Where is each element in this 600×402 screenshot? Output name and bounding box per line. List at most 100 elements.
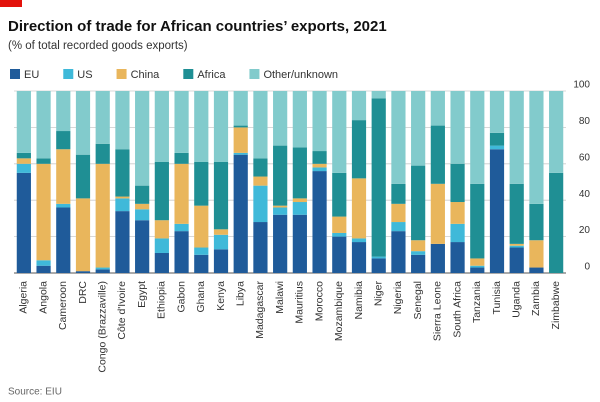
bar-segment bbox=[312, 163, 327, 168]
bar-segment bbox=[174, 152, 189, 164]
bar-segment bbox=[470, 91, 485, 184]
x-tick-label: Angola bbox=[37, 281, 49, 314]
bar-segment bbox=[430, 243, 445, 273]
bar-segment bbox=[95, 163, 110, 268]
x-tick-label: Tunisia bbox=[491, 281, 503, 315]
bar-segment bbox=[411, 165, 426, 241]
y-tick-label: 40 bbox=[579, 189, 591, 200]
bar-segment bbox=[371, 91, 386, 99]
bar-segment bbox=[95, 143, 110, 164]
bar-segment bbox=[135, 91, 150, 186]
x-tick-label: Cameroon bbox=[57, 281, 69, 330]
bar-segment bbox=[253, 91, 268, 159]
bar-segment bbox=[56, 91, 71, 132]
x-tick-label: Senegal bbox=[412, 281, 424, 320]
bar-segment bbox=[371, 256, 386, 259]
bar-segment bbox=[56, 149, 71, 204]
source: Source: EIU bbox=[8, 387, 62, 398]
bar-segment bbox=[115, 211, 130, 273]
bar-segment bbox=[75, 271, 91, 273]
bar-segment bbox=[253, 185, 268, 223]
bar-segment bbox=[115, 149, 130, 197]
bar-segment bbox=[450, 242, 465, 273]
bar-segment bbox=[135, 220, 150, 273]
bar-segment bbox=[509, 91, 524, 184]
bar-segment bbox=[430, 125, 445, 184]
x-tick-label: Ethiopia bbox=[156, 281, 168, 319]
bar-segment bbox=[391, 203, 406, 223]
bar-segment bbox=[391, 91, 406, 184]
legend-swatch bbox=[116, 69, 127, 79]
bar-segment bbox=[233, 125, 248, 128]
bar-segment bbox=[36, 158, 51, 164]
bar-segment bbox=[154, 220, 169, 239]
legend-label: EU bbox=[24, 69, 39, 81]
bar-segment bbox=[489, 132, 505, 146]
bar-segment bbox=[36, 260, 51, 266]
x-tick-label: Kenya bbox=[215, 281, 227, 311]
bar-segment bbox=[332, 232, 347, 237]
y-tick-label: 20 bbox=[579, 225, 591, 236]
y-tick-label: 0 bbox=[584, 262, 590, 273]
bar-segment bbox=[411, 251, 426, 255]
bar-segment bbox=[16, 91, 31, 153]
bar-segment bbox=[292, 202, 307, 215]
y-tick-label: 100 bbox=[573, 80, 590, 91]
bar-segment bbox=[154, 91, 169, 162]
bar-segment bbox=[332, 172, 347, 217]
x-tick-label: Egypt bbox=[136, 281, 148, 308]
bar-segment bbox=[450, 202, 465, 224]
bar-segment bbox=[411, 254, 426, 273]
bar-segment bbox=[470, 258, 485, 266]
bar-segment bbox=[154, 238, 169, 253]
bar-segment bbox=[194, 161, 209, 206]
legend-swatch bbox=[10, 69, 20, 79]
bar-segment bbox=[36, 265, 51, 273]
bar-segment bbox=[233, 154, 248, 273]
bar-segment bbox=[509, 183, 524, 244]
bar-segment bbox=[115, 198, 130, 212]
bar-segment bbox=[351, 178, 367, 239]
bar-segment bbox=[213, 249, 229, 273]
legend-label: Africa bbox=[197, 69, 226, 81]
bar-segment bbox=[450, 163, 465, 203]
x-tick-label: Congo (Brazzaville) bbox=[96, 281, 108, 373]
x-tick-label: Côte d'Ivoire bbox=[116, 281, 128, 340]
x-tick-label: Morocco bbox=[313, 281, 325, 321]
bar-segment bbox=[273, 207, 288, 215]
bar-segment bbox=[194, 205, 209, 248]
bar-segment bbox=[529, 203, 544, 241]
bar-segment bbox=[470, 265, 485, 268]
bar-segment bbox=[470, 267, 485, 273]
bar-segment bbox=[253, 222, 268, 273]
bar-segment bbox=[391, 231, 406, 273]
bar-segment bbox=[135, 185, 150, 204]
legend-swatch bbox=[63, 69, 74, 79]
bar-segment bbox=[292, 198, 307, 203]
bar-segment bbox=[529, 267, 544, 273]
x-tick-label: Ghana bbox=[195, 281, 207, 313]
bar-segment bbox=[351, 242, 367, 273]
bar-segment bbox=[509, 245, 524, 248]
x-tick-label: Libya bbox=[234, 281, 246, 306]
bar-segment bbox=[391, 222, 406, 232]
bar-segment bbox=[174, 163, 189, 224]
x-tick-label: Algeria bbox=[18, 281, 30, 314]
bar-segment bbox=[430, 183, 445, 244]
bar-segment bbox=[273, 214, 288, 273]
bar-segment bbox=[450, 223, 465, 243]
bar-segment bbox=[391, 183, 406, 204]
bar-segment bbox=[273, 145, 288, 206]
bar-segment bbox=[253, 176, 268, 186]
x-tick-label: Mozambique bbox=[333, 281, 345, 341]
bar-segment bbox=[194, 254, 209, 273]
bar-segment bbox=[213, 91, 229, 162]
bar-segment bbox=[95, 269, 110, 273]
brand-mark bbox=[0, 0, 22, 7]
bar-segment bbox=[16, 158, 31, 164]
bar-segment bbox=[16, 163, 31, 173]
bar-segment bbox=[312, 151, 327, 164]
bar-segment bbox=[36, 163, 51, 261]
bar-segment bbox=[174, 223, 189, 232]
bar-segment bbox=[16, 172, 31, 273]
